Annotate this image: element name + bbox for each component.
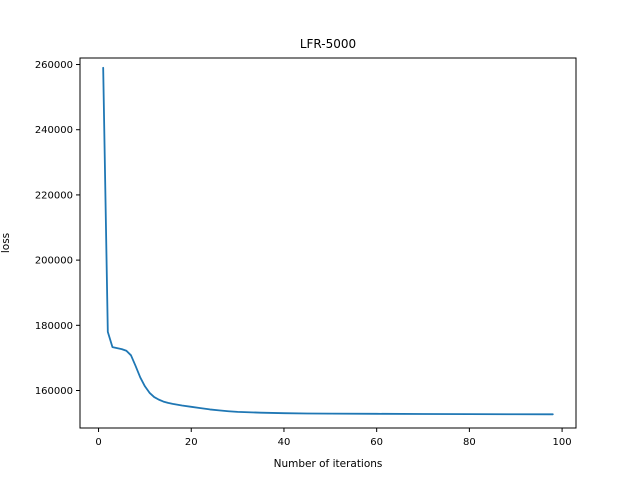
x-tick-label: 100 xyxy=(553,437,572,448)
loss-series-line xyxy=(102,66,554,416)
chart-title: LFR-5000 xyxy=(300,37,356,51)
x-tick-label: 60 xyxy=(370,437,383,448)
x-tick-label: 40 xyxy=(278,437,291,448)
y-tick-label: 160000 xyxy=(35,386,73,397)
x-axis-label: Number of iterations xyxy=(274,458,383,470)
x-tick-label: 0 xyxy=(95,437,101,448)
y-tick-label: 240000 xyxy=(35,125,73,136)
x-tick-label: 80 xyxy=(463,437,476,448)
y-tick-label: 180000 xyxy=(35,321,73,332)
y-tick-label: 260000 xyxy=(35,60,73,71)
y-tick-label: 200000 xyxy=(35,256,73,267)
y-axis-label: loss xyxy=(0,233,12,253)
y-tick-label: 220000 xyxy=(35,190,73,201)
axes-frame xyxy=(79,57,577,429)
plot-area: 0 20 40 60 80 100 160000 180000 200000 220000 2400… xyxy=(35,60,572,448)
x-tick-label: 20 xyxy=(185,437,198,448)
